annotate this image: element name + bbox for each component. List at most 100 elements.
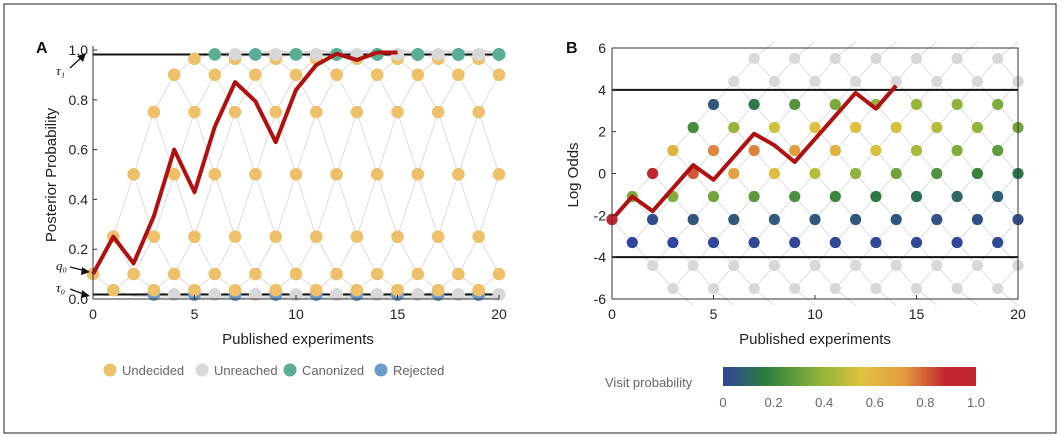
state-point: [411, 288, 425, 301]
state-point: [431, 105, 445, 119]
lattice-edge: [458, 111, 480, 175]
panel-a-sample-path: [91, 50, 398, 276]
state-point: [870, 52, 882, 65]
x-tick-label: 0: [89, 306, 97, 322]
state-point: [188, 283, 201, 297]
state-point: [931, 167, 943, 180]
q-0-label: q₀: [56, 258, 67, 273]
state-point: [890, 167, 902, 180]
state-point: [310, 283, 323, 297]
lattice-edge: [234, 236, 256, 275]
state-point: [829, 52, 841, 65]
state-point: [687, 213, 699, 226]
state-point: [188, 230, 201, 243]
state-point: [850, 259, 862, 272]
lattice-edge: [376, 174, 398, 237]
state-point: [890, 259, 902, 272]
state-point: [850, 213, 862, 226]
state-point: [829, 282, 841, 295]
lattice-edge: [255, 74, 277, 113]
lattice-edge: [255, 236, 277, 275]
lattice-edge: [234, 111, 256, 175]
panel-a: A 0 5 10 15 200.00.20.40.60.81.0 Published e…: [36, 40, 507, 348]
state-point: [452, 168, 465, 181]
legend-undecided-label: Undecided: [122, 363, 184, 378]
panel-b-label: B: [566, 40, 578, 57]
state-point: [809, 121, 821, 134]
state-point: [768, 121, 781, 134]
state-point: [971, 75, 984, 88]
state-point: [289, 168, 303, 181]
state-point: [768, 213, 781, 226]
state-point: [107, 283, 120, 297]
state-point: [249, 267, 262, 281]
colorbar-tick-label: 0.2: [765, 395, 783, 410]
state-point: [870, 144, 882, 157]
x-tick-label: 5: [710, 306, 718, 322]
lattice-edge: [315, 174, 337, 237]
lattice-edge: [417, 111, 439, 175]
lattice-edge: [437, 236, 459, 275]
state-point: [992, 144, 1004, 157]
state-point: [971, 121, 984, 134]
y-tick-label: 0.8: [69, 92, 89, 108]
state-point: [647, 167, 659, 180]
lattice-edge: [478, 74, 500, 113]
state-point: [310, 48, 323, 61]
tau-0-arrowhead: [81, 290, 90, 298]
lattice-edge: [295, 174, 317, 237]
state-point: [452, 288, 465, 301]
legend-rejected-label: Rejected: [393, 363, 444, 378]
state-point: [768, 75, 781, 88]
state-point: [870, 236, 882, 249]
state-point: [208, 168, 222, 181]
colorbar-ticks: 0 0.2 0.4 0.6 0.8 1.0: [719, 395, 985, 410]
state-point: [850, 121, 862, 134]
state-point: [789, 52, 801, 65]
tau-0-label: τ₀: [56, 280, 65, 295]
state-point: [269, 283, 283, 297]
tau-1-arrowhead: [77, 53, 86, 62]
state-point: [310, 105, 323, 119]
state-point: [951, 98, 963, 111]
state-point: [452, 48, 465, 61]
state-point: [289, 48, 303, 61]
state-point: [728, 213, 740, 226]
state-point: [789, 236, 801, 249]
state-point: [728, 259, 740, 272]
state-point: [370, 267, 384, 281]
state-point: [492, 267, 506, 281]
lattice-edge: [112, 174, 134, 237]
state-point: [748, 282, 760, 295]
lattice-edge: [255, 111, 277, 175]
figure-border: [3, 3, 1057, 434]
panel-a-points: [86, 48, 506, 301]
y-tick-label: 4: [598, 82, 606, 98]
lattice-edge: [295, 74, 317, 113]
lattice-edge: [478, 111, 500, 175]
x-tick-label: 20: [491, 306, 507, 322]
state-point: [992, 236, 1004, 249]
state-point: [890, 75, 902, 88]
state-point: [350, 105, 364, 119]
state-point: [829, 144, 841, 157]
y-tick-label: 0: [598, 166, 606, 182]
lattice-edge: [173, 111, 195, 175]
state-point: [687, 259, 699, 272]
state-point: [472, 105, 486, 119]
state-point: [789, 190, 801, 203]
lattice-edge: [295, 236, 317, 275]
state-point: [647, 259, 659, 272]
lattice-edge: [356, 74, 378, 113]
legend-undecided-swatch: [103, 363, 117, 377]
panel-a-label: A: [36, 40, 48, 57]
lattice-edge: [275, 236, 297, 275]
state-point: [748, 98, 760, 111]
lattice-edge: [356, 111, 378, 175]
lattice-edge: [478, 236, 500, 275]
annotation-arrows: [69, 53, 90, 298]
panel-a-y-axis-title: Posterior Probability: [43, 107, 60, 242]
